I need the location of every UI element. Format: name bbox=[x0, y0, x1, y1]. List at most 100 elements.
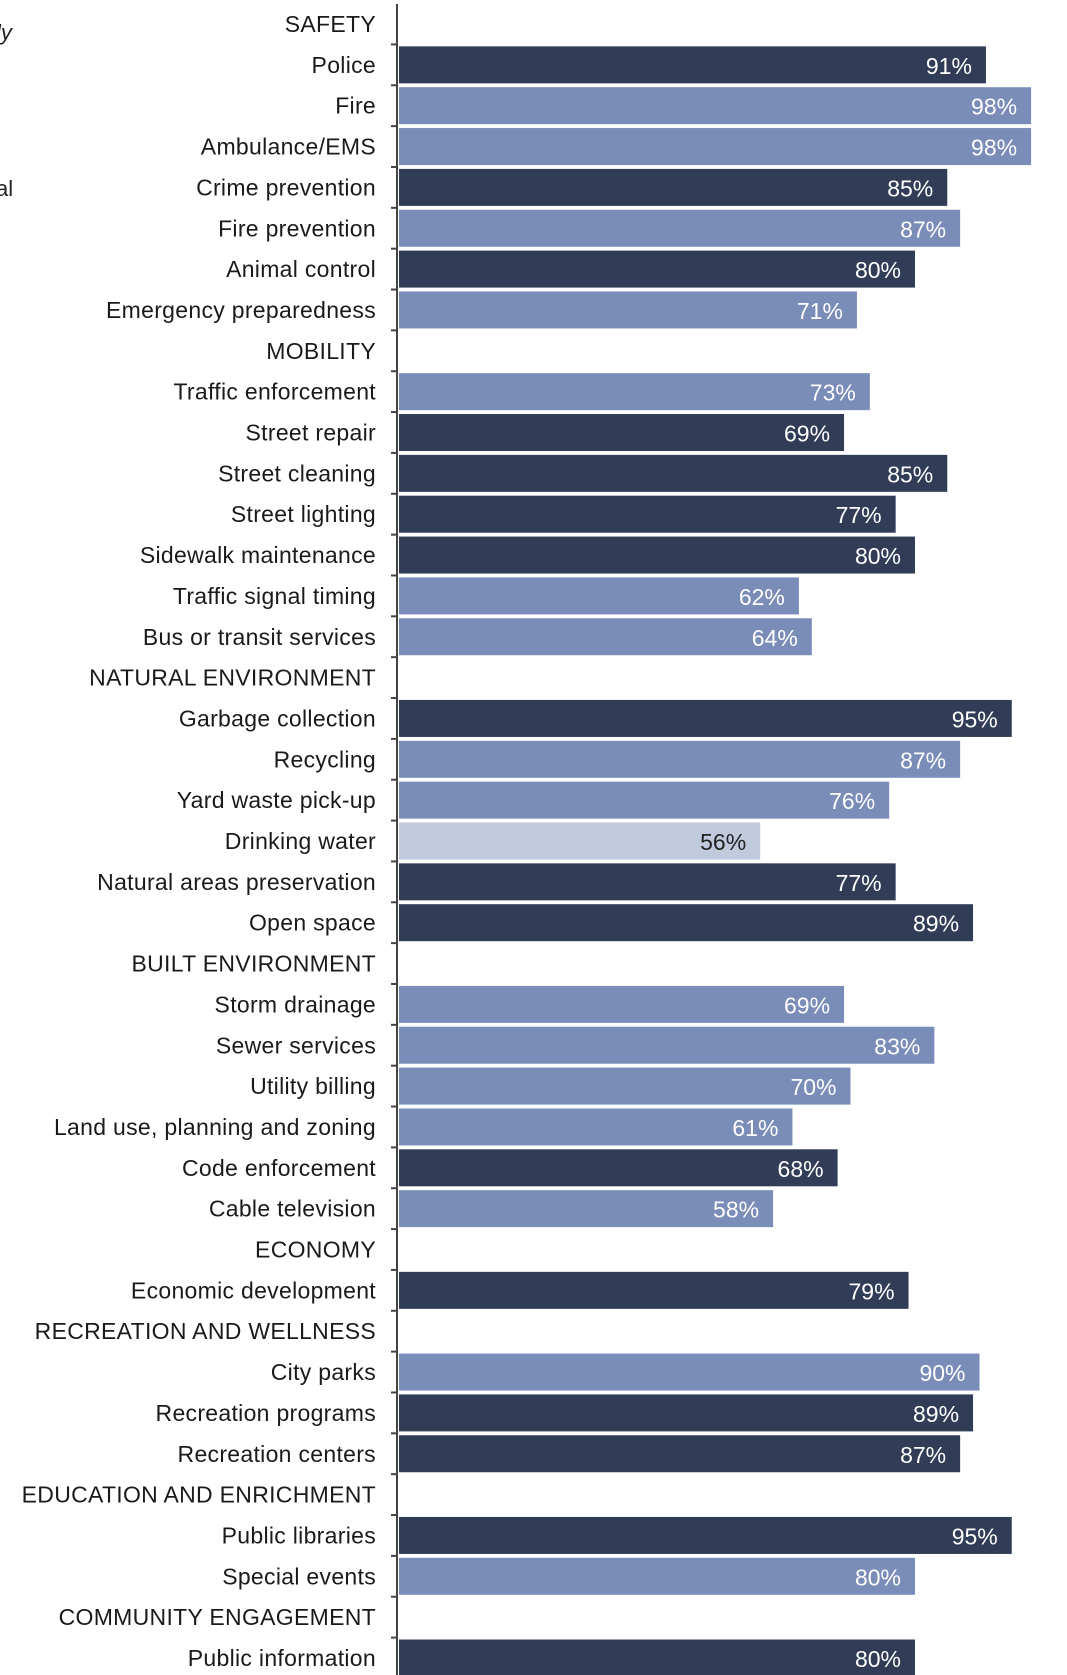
bar bbox=[399, 454, 948, 492]
bar bbox=[399, 209, 961, 247]
bar bbox=[399, 1435, 961, 1473]
bar bbox=[399, 1353, 980, 1391]
bar bbox=[399, 536, 915, 574]
bar bbox=[399, 904, 974, 942]
category-label: City parks bbox=[271, 1359, 376, 1385]
category-label: Sidewalk maintenance bbox=[140, 542, 376, 568]
category-header-label: RECREATION AND WELLNESS bbox=[35, 1318, 376, 1344]
bar bbox=[399, 1639, 915, 1675]
bar bbox=[399, 1516, 1012, 1554]
data-label: 69% bbox=[784, 421, 830, 447]
bar bbox=[399, 822, 761, 860]
bar bbox=[399, 373, 870, 411]
category-label: Open space bbox=[249, 910, 376, 936]
data-label: 71% bbox=[797, 298, 843, 324]
bar bbox=[399, 618, 812, 656]
data-label: 87% bbox=[900, 1442, 946, 1468]
category-label: Storm drainage bbox=[215, 991, 376, 1017]
data-label: 77% bbox=[836, 870, 882, 896]
data-label: 85% bbox=[887, 175, 933, 201]
category-label: Yard waste pick-up bbox=[177, 787, 376, 813]
bar bbox=[399, 1394, 974, 1432]
data-label: 83% bbox=[874, 1033, 920, 1059]
bar bbox=[399, 1190, 774, 1228]
data-label: 80% bbox=[855, 1564, 901, 1590]
bar bbox=[399, 699, 1012, 737]
data-label: 61% bbox=[732, 1115, 778, 1141]
data-label: 68% bbox=[778, 1156, 824, 1182]
bar bbox=[399, 46, 986, 84]
category-label: Traffic enforcement bbox=[173, 379, 376, 405]
category-label: Bus or transit services bbox=[143, 624, 376, 650]
data-label: 80% bbox=[855, 543, 901, 569]
category-header-label: BUILT ENVIRONMENT bbox=[132, 951, 377, 977]
bar bbox=[399, 250, 915, 288]
category-label: Land use, planning and zoning bbox=[54, 1114, 376, 1140]
bar bbox=[399, 87, 1032, 125]
category-label: Street lighting bbox=[231, 501, 376, 527]
bar bbox=[399, 1149, 838, 1187]
data-label: 98% bbox=[971, 94, 1017, 120]
bar bbox=[399, 128, 1032, 166]
data-label: 58% bbox=[713, 1197, 759, 1223]
category-header-label: SAFETY bbox=[285, 11, 376, 37]
bar bbox=[399, 1108, 793, 1146]
category-label: Sewer services bbox=[216, 1032, 376, 1058]
data-label: 62% bbox=[739, 584, 785, 610]
data-label: 89% bbox=[913, 911, 959, 937]
data-label: 80% bbox=[855, 257, 901, 283]
data-label: 85% bbox=[887, 461, 933, 487]
category-label: Public libraries bbox=[222, 1522, 376, 1548]
bar bbox=[399, 1067, 851, 1105]
data-label: 79% bbox=[849, 1278, 895, 1304]
bar bbox=[399, 495, 896, 533]
category-label: Crime prevention bbox=[196, 174, 376, 200]
bar bbox=[399, 414, 845, 451]
category-label: Natural areas preservation bbox=[97, 869, 376, 895]
bar bbox=[399, 1271, 909, 1309]
category-label: Animal control bbox=[226, 256, 376, 282]
data-label: 76% bbox=[829, 788, 875, 814]
category-label: Ambulance/EMS bbox=[201, 134, 376, 160]
category-label: Cable television bbox=[209, 1196, 376, 1222]
bar bbox=[399, 1026, 935, 1064]
clipped-legend-text-2: al bbox=[0, 176, 14, 201]
category-label: Traffic signal timing bbox=[173, 583, 376, 609]
bar bbox=[399, 577, 799, 615]
category-header-label: MOBILITY bbox=[266, 338, 376, 364]
data-label: 70% bbox=[790, 1074, 836, 1100]
category-header-label: EDUCATION AND ENRICHMENT bbox=[22, 1482, 376, 1508]
category-label: Garbage collection bbox=[179, 705, 376, 731]
category-label: Drinking water bbox=[225, 828, 376, 854]
category-label: Fire prevention bbox=[218, 215, 376, 241]
category-label: Special events bbox=[222, 1563, 376, 1589]
category-label: Emergency preparedness bbox=[106, 297, 376, 323]
bar bbox=[399, 168, 948, 206]
category-label: Economic development bbox=[131, 1277, 376, 1303]
bar bbox=[399, 1557, 915, 1595]
category-label: Recreation centers bbox=[178, 1441, 376, 1467]
data-label: 90% bbox=[919, 1360, 965, 1386]
category-label: Utility billing bbox=[250, 1073, 376, 1099]
category-label: Public information bbox=[188, 1645, 376, 1671]
data-label: 80% bbox=[855, 1646, 901, 1672]
data-label: 64% bbox=[752, 625, 798, 651]
category-label: Police bbox=[312, 52, 376, 78]
bar bbox=[399, 291, 857, 329]
data-label: 89% bbox=[913, 1401, 959, 1427]
category-label: Code enforcement bbox=[182, 1155, 376, 1181]
data-label: 77% bbox=[836, 502, 882, 528]
category-label: Street repair bbox=[246, 420, 376, 446]
bar bbox=[399, 781, 890, 819]
data-label: 56% bbox=[700, 829, 746, 855]
data-label: 91% bbox=[926, 53, 972, 79]
category-label: Fire bbox=[335, 93, 376, 119]
data-label: 87% bbox=[900, 747, 946, 773]
category-header-label: ECONOMY bbox=[255, 1237, 376, 1263]
data-label: 69% bbox=[784, 992, 830, 1018]
clipped-legend-text-1: ly bbox=[0, 20, 12, 45]
bar bbox=[399, 740, 961, 778]
data-label: 95% bbox=[952, 706, 998, 732]
data-label: 87% bbox=[900, 216, 946, 242]
data-label: 73% bbox=[810, 380, 856, 406]
